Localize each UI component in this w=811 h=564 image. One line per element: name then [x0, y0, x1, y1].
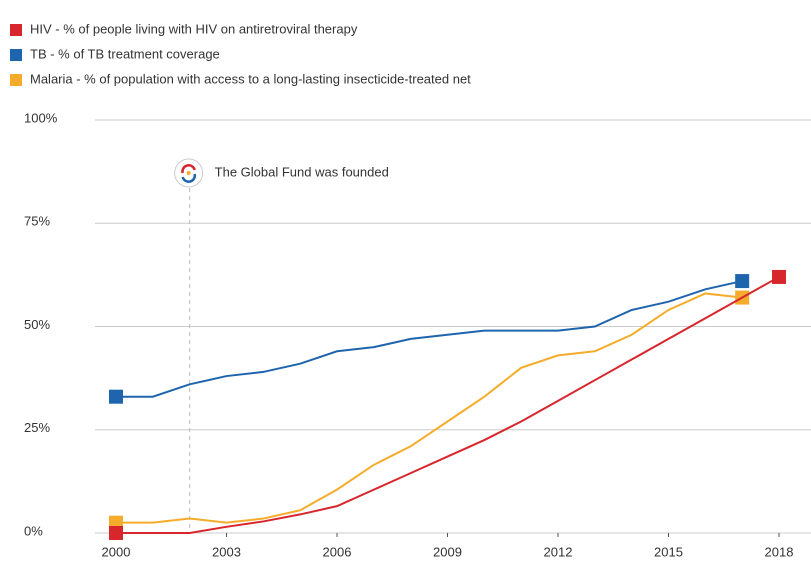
end-marker — [109, 526, 123, 540]
legend-label: HIV - % of people living with HIV on ant… — [30, 21, 358, 36]
x-tick-label: 2015 — [654, 544, 683, 559]
annotation-icon-part — [186, 171, 191, 175]
legend-label: TB - % of TB treatment coverage — [30, 46, 220, 61]
x-tick-label: 2003 — [212, 544, 241, 559]
legend-swatch — [10, 49, 22, 61]
series-line — [116, 292, 743, 524]
legend-swatch — [10, 74, 22, 86]
y-tick-label: 50% — [24, 317, 50, 332]
legend-swatch — [10, 24, 22, 36]
x-tick-label: 2018 — [765, 544, 794, 559]
y-tick-label: 25% — [24, 420, 50, 435]
x-tick-label: 2006 — [323, 544, 352, 559]
end-marker — [772, 269, 786, 284]
x-tick-label: 2000 — [102, 544, 131, 559]
x-tick-label: 2009 — [433, 544, 462, 559]
end-marker — [735, 274, 750, 289]
annotation-icon-part — [181, 164, 196, 174]
series-line — [116, 276, 780, 534]
y-tick-label: 75% — [24, 214, 50, 229]
series-line — [116, 280, 743, 398]
y-tick-label: 100% — [24, 110, 58, 125]
legend-label: Malaria - % of population with access to… — [30, 71, 471, 86]
x-tick-label: 2012 — [544, 544, 573, 559]
end-marker — [109, 389, 123, 404]
y-tick-label: 0% — [24, 523, 43, 538]
annotation-icon-part — [181, 173, 197, 183]
annotation-text: The Global Fund was founded — [215, 164, 389, 179]
